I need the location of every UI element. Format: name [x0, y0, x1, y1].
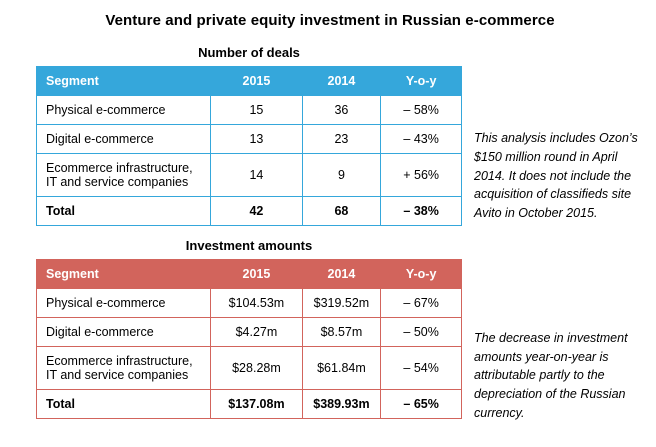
- value-2015-cell: $4.27m: [210, 317, 303, 347]
- segment-cell: Digital e-commerce: [35, 124, 212, 154]
- segment-cell: Total: [35, 389, 212, 419]
- value-2015-cell: 14: [210, 153, 303, 197]
- yoy-cell: – 58%: [380, 95, 462, 125]
- segment-cell: Digital e-commerce: [35, 317, 212, 347]
- note-deals: This analysis includes Ozon’s $150 milli…: [474, 131, 638, 220]
- table-row: Ecommerce infrastructure, IT and service…: [35, 153, 462, 197]
- amounts-table-title: Investment amounts: [185, 238, 313, 253]
- col-header-yoy: Y-o-y: [380, 259, 462, 289]
- col-header-segment: Segment: [35, 66, 212, 96]
- yoy-cell: – 54%: [380, 346, 462, 390]
- amounts-table-section: Investment amounts Segment 2015 2014 Y-o…: [35, 238, 462, 419]
- value-2014-cell: 68: [301, 196, 382, 226]
- value-2015-cell: 13: [210, 124, 303, 154]
- col-header-2014: 2014: [301, 66, 382, 96]
- segment-cell: Physical e-commerce: [35, 95, 212, 125]
- segment-cell: Total: [35, 196, 212, 226]
- value-2015-cell: $104.53m: [210, 288, 303, 318]
- yoy-cell: – 50%: [380, 317, 462, 347]
- notes-column: This analysis includes Ozon’s $150 milli…: [462, 45, 646, 423]
- table-row: Physical e-commerce $104.53m $319.52m – …: [35, 288, 462, 318]
- value-2014-cell: $319.52m: [301, 288, 382, 318]
- note-amounts: The decrease in investment amounts year-…: [474, 330, 628, 420]
- value-2015-cell: 42: [210, 196, 303, 226]
- deals-table-title: Number of deals: [198, 45, 300, 60]
- table-row: Digital e-commerce $4.27m $8.57m – 50%: [35, 317, 462, 347]
- deals-table: Segment 2015 2014 Y-o-y Physical e-comme…: [35, 66, 462, 226]
- deals-header-row: Segment 2015 2014 Y-o-y: [35, 66, 462, 96]
- col-header-yoy: Y-o-y: [380, 66, 462, 96]
- deals-table-section: Number of deals Segment 2015 2014 Y-o-y: [35, 45, 462, 226]
- total-row: Total 42 68 – 38%: [35, 196, 462, 226]
- value-2014-cell: 9: [301, 153, 382, 197]
- value-2015-cell: 15: [210, 95, 303, 125]
- figure: Venture and private equity investment in…: [14, 12, 646, 423]
- yoy-cell: + 56%: [380, 153, 462, 197]
- page-title: Venture and private equity investment in…: [105, 12, 555, 29]
- segment-cell: Ecommerce infrastructure, IT and service…: [35, 153, 212, 197]
- figure-content: Number of deals Segment 2015 2014 Y-o-y: [14, 45, 646, 423]
- table-row: Digital e-commerce 13 23 – 43%: [35, 124, 462, 154]
- total-row: Total $137.08m $389.93m – 65%: [35, 389, 462, 419]
- segment-cell: Physical e-commerce: [35, 288, 212, 318]
- table-row: Physical e-commerce 15 36 – 58%: [35, 95, 462, 125]
- yoy-cell: – 65%: [380, 389, 462, 419]
- value-2014-cell: 36: [301, 95, 382, 125]
- value-2014-cell: $8.57m: [301, 317, 382, 347]
- col-header-2015: 2015: [210, 66, 303, 96]
- yoy-cell: – 43%: [380, 124, 462, 154]
- yoy-cell: – 38%: [380, 196, 462, 226]
- yoy-cell: – 67%: [380, 288, 462, 318]
- table-row: Ecommerce infrastructure, IT and service…: [35, 346, 462, 390]
- segment-cell: Ecommerce infrastructure, IT and service…: [35, 346, 212, 390]
- amounts-header-row: Segment 2015 2014 Y-o-y: [35, 259, 462, 289]
- value-2014-cell: $389.93m: [301, 389, 382, 419]
- amounts-table: Segment 2015 2014 Y-o-y Physical e-comme…: [35, 259, 462, 419]
- value-2015-cell: $28.28m: [210, 346, 303, 390]
- col-header-segment: Segment: [35, 259, 212, 289]
- value-2014-cell: 23: [301, 124, 382, 154]
- value-2014-cell: $61.84m: [301, 346, 382, 390]
- value-2015-cell: $137.08m: [210, 389, 303, 419]
- tables-column: Number of deals Segment 2015 2014 Y-o-y: [14, 45, 462, 419]
- col-header-2014: 2014: [301, 259, 382, 289]
- col-header-2015: 2015: [210, 259, 303, 289]
